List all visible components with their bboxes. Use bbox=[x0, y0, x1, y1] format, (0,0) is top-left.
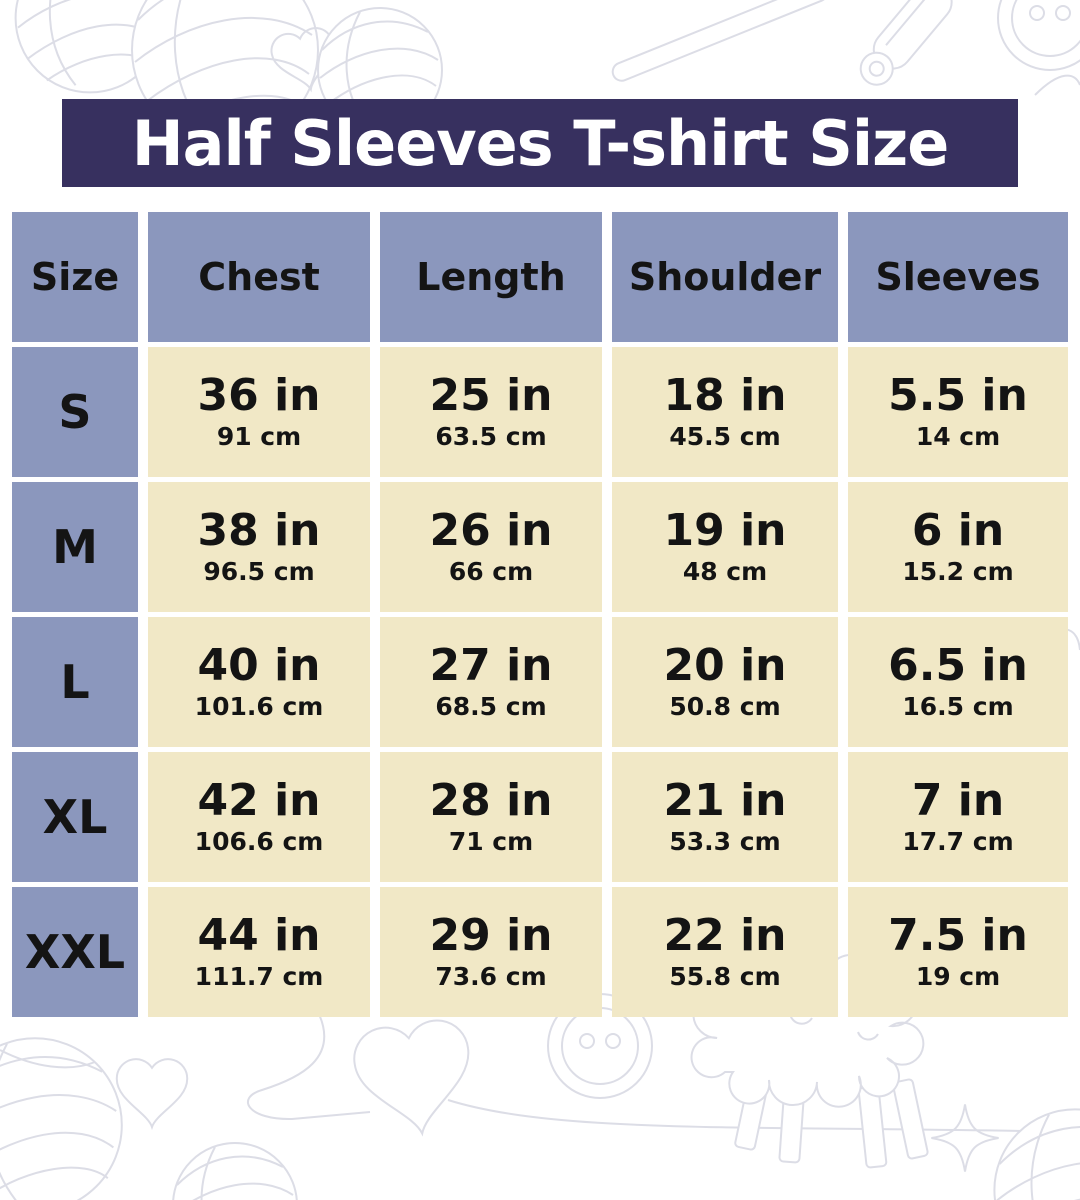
size-cell: XXL bbox=[12, 887, 138, 1017]
value-inches: 20 in bbox=[663, 639, 787, 691]
size-cell: XL bbox=[12, 752, 138, 882]
value-inches: 38 in bbox=[197, 504, 321, 556]
header-cell-size: Size bbox=[12, 212, 138, 342]
measurement-cell-chest: 42 in 106.6 cm bbox=[148, 752, 370, 882]
measurement-cell-sleeves: 7.5 in 19 cm bbox=[848, 887, 1068, 1017]
value-inches: 18 in bbox=[663, 369, 787, 421]
value-cm: 111.7 cm bbox=[194, 962, 324, 992]
size-label: XL bbox=[42, 790, 108, 844]
value-cm: 91 cm bbox=[216, 422, 302, 452]
size-table: Size Chest Length Shoulder Sleeves S 36 … bbox=[12, 212, 1068, 1017]
value-cm: 73.6 cm bbox=[435, 962, 547, 992]
measurement-cell-sleeves: 6 in 15.2 cm bbox=[848, 482, 1068, 612]
header-label: Sleeves bbox=[875, 255, 1041, 299]
size-cell: S bbox=[12, 347, 138, 477]
value-inches: 44 in bbox=[197, 909, 321, 961]
value-cm: 16.5 cm bbox=[902, 692, 1014, 722]
measurement-cell-shoulder: 22 in 55.8 cm bbox=[612, 887, 838, 1017]
measurement-cell-sleeves: 5.5 in 14 cm bbox=[848, 347, 1068, 477]
measurement-cell-chest: 40 in 101.6 cm bbox=[148, 617, 370, 747]
measurement-cell-shoulder: 21 in 53.3 cm bbox=[612, 752, 838, 882]
measurement-cell-length: 29 in 73.6 cm bbox=[380, 887, 602, 1017]
value-inches: 29 in bbox=[429, 909, 553, 961]
value-inches: 42 in bbox=[197, 774, 321, 826]
header-cell-chest: Chest bbox=[148, 212, 370, 342]
size-cell: M bbox=[12, 482, 138, 612]
measurement-cell-length: 25 in 63.5 cm bbox=[380, 347, 602, 477]
value-inches: 28 in bbox=[429, 774, 553, 826]
header-cell-length: Length bbox=[380, 212, 602, 342]
value-inches: 6.5 in bbox=[888, 639, 1028, 691]
page-title: Half Sleeves T-shirt Size bbox=[131, 106, 950, 180]
value-cm: 55.8 cm bbox=[669, 962, 781, 992]
measurement-cell-length: 27 in 68.5 cm bbox=[380, 617, 602, 747]
header-cell-shoulder: Shoulder bbox=[612, 212, 838, 342]
measurement-cell-chest: 36 in 91 cm bbox=[148, 347, 370, 477]
value-inches: 21 in bbox=[663, 774, 787, 826]
value-cm: 96.5 cm bbox=[203, 557, 315, 587]
value-inches: 7 in bbox=[911, 774, 1005, 826]
measurement-cell-chest: 38 in 96.5 cm bbox=[148, 482, 370, 612]
measurement-cell-shoulder: 18 in 45.5 cm bbox=[612, 347, 838, 477]
header-label: Length bbox=[416, 255, 566, 299]
value-cm: 71 cm bbox=[448, 827, 534, 857]
measurement-cell-length: 26 in 66 cm bbox=[380, 482, 602, 612]
measurement-cell-sleeves: 7 in 17.7 cm bbox=[848, 752, 1068, 882]
value-cm: 68.5 cm bbox=[435, 692, 547, 722]
measurement-cell-shoulder: 20 in 50.8 cm bbox=[612, 617, 838, 747]
value-inches: 26 in bbox=[429, 504, 553, 556]
measurement-cell-sleeves: 6.5 in 16.5 cm bbox=[848, 617, 1068, 747]
value-cm: 50.8 cm bbox=[669, 692, 781, 722]
size-label: XXL bbox=[24, 925, 126, 979]
value-cm: 17.7 cm bbox=[902, 827, 1014, 857]
size-cell: L bbox=[12, 617, 138, 747]
value-cm: 45.5 cm bbox=[669, 422, 781, 452]
size-label: M bbox=[52, 520, 98, 574]
value-cm: 19 cm bbox=[915, 962, 1001, 992]
value-inches: 22 in bbox=[663, 909, 787, 961]
header-cell-sleeves: Sleeves bbox=[848, 212, 1068, 342]
value-cm: 48 cm bbox=[682, 557, 768, 587]
header-label: Chest bbox=[198, 255, 320, 299]
value-cm: 101.6 cm bbox=[194, 692, 324, 722]
header-label: Size bbox=[30, 255, 120, 299]
measurement-cell-chest: 44 in 111.7 cm bbox=[148, 887, 370, 1017]
header-label: Shoulder bbox=[628, 255, 822, 299]
value-inches: 36 in bbox=[197, 369, 321, 421]
value-inches: 40 in bbox=[197, 639, 321, 691]
value-inches: 6 in bbox=[911, 504, 1005, 556]
title-banner: Half Sleeves T-shirt Size bbox=[62, 99, 1018, 187]
measurement-cell-length: 28 in 71 cm bbox=[380, 752, 602, 882]
value-inches: 7.5 in bbox=[888, 909, 1028, 961]
measurement-cell-shoulder: 19 in 48 cm bbox=[612, 482, 838, 612]
value-cm: 63.5 cm bbox=[435, 422, 547, 452]
size-label: S bbox=[58, 385, 92, 439]
value-inches: 25 in bbox=[429, 369, 553, 421]
value-cm: 53.3 cm bbox=[669, 827, 781, 857]
value-cm: 15.2 cm bbox=[902, 557, 1014, 587]
value-cm: 66 cm bbox=[448, 557, 534, 587]
value-inches: 27 in bbox=[429, 639, 553, 691]
value-cm: 14 cm bbox=[915, 422, 1001, 452]
size-label: L bbox=[60, 655, 90, 709]
value-inches: 5.5 in bbox=[888, 369, 1028, 421]
value-inches: 19 in bbox=[663, 504, 787, 556]
value-cm: 106.6 cm bbox=[194, 827, 324, 857]
